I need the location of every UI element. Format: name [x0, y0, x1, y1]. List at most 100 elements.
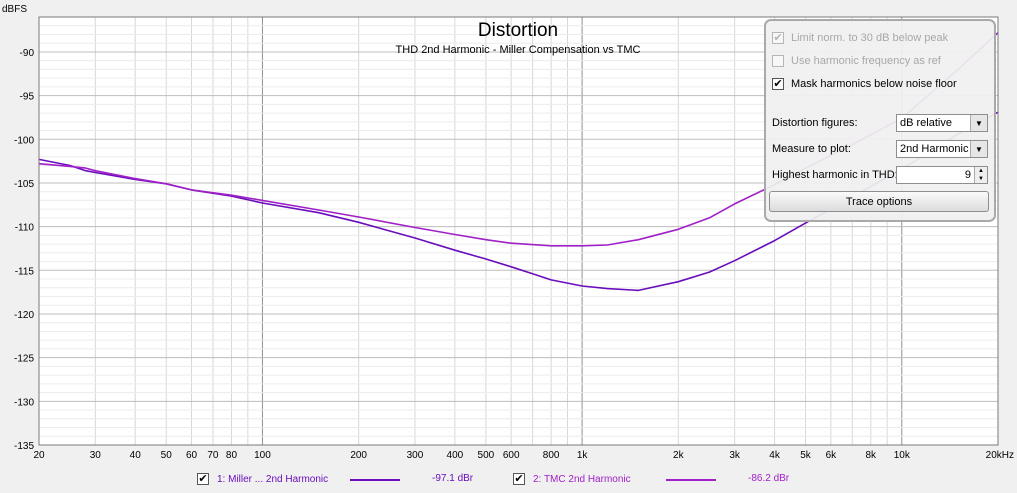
series-2-point [454, 233, 456, 236]
spinner-buttons[interactable]: ▲ ▼ [974, 167, 987, 183]
x-grid [38, 17, 999, 445]
x-tick-label: 8k [866, 450, 878, 461]
x-tick-label: 800 [543, 450, 560, 461]
legend-item-series-2[interactable]: ✔ 2: TMC 2nd Harmonic [513, 471, 631, 487]
limit-norm-checkbox[interactable]: ✔ [772, 31, 784, 44]
measure-to-plot-value: 2nd Harmonic [900, 143, 969, 155]
series-1-point [606, 288, 609, 290]
highest-harmonic-spinner[interactable]: 9 ▲ ▼ [896, 166, 988, 184]
y-tick-label: -110 [15, 223, 35, 234]
chart-subtitle: THD 2nd Harmonic - Miller Compensation v… [396, 44, 641, 56]
spin-down-icon[interactable]: ▼ [978, 176, 984, 182]
x-tick-labels: 20 30 40 50 60 70 80 100 200 300 400 500 600 800 1k 2k 3… [33, 450, 1014, 461]
x-tick-label: 600 [503, 450, 520, 461]
limit-norm-option[interactable]: ✔ Limit norm. to 30 dB below peak [772, 30, 948, 46]
legend-series-2-swatch [666, 479, 716, 481]
series-1-point [414, 237, 416, 239]
measure-to-plot-label: Measure to plot: [772, 143, 851, 155]
x-tick-label: 300 [407, 450, 424, 461]
legend-series-1-swatch [350, 479, 400, 481]
use-harmonic-freq-option[interactable]: Use harmonic frequency as ref [772, 53, 941, 69]
x-tick-label: 70 [207, 450, 219, 461]
y-axis-label: dBFS [2, 4, 27, 15]
x-tick-label: 50 [161, 450, 173, 461]
mask-harmonics-checkbox[interactable]: ✔ [772, 77, 784, 90]
series-1-point [358, 221, 360, 223]
series-1-visibility-checkbox[interactable]: ✔ [197, 472, 209, 485]
series-1-point [774, 240, 776, 242]
x-tick-label: 40 [130, 450, 142, 461]
x-tick-label: 60 [186, 450, 198, 461]
series-1-point [510, 266, 512, 268]
series-2-point [94, 170, 96, 172]
legend-series-1-name: 1: Miller ... 2nd Harmonic [217, 473, 329, 485]
series-1-point [94, 171, 96, 174]
measure-to-plot-select[interactable]: 2nd Harmonic ▼ [896, 140, 988, 158]
legend-series-1-value: -97.1 dBr [432, 473, 474, 484]
spin-up-icon[interactable]: ▲ [978, 168, 984, 174]
x-tick-label: 5k [800, 450, 812, 461]
y-tick-label: -130 [14, 397, 34, 408]
highest-harmonic-label: Highest harmonic in THD: [772, 169, 898, 181]
series-1-point [708, 271, 710, 273]
highest-harmonic-value: 9 [964, 169, 971, 181]
distortion-figures-row: Distortion figures: [772, 113, 992, 133]
series-1-point [532, 273, 534, 275]
x-tick-label: 100 [254, 450, 271, 461]
series-2-point [69, 165, 71, 167]
use-harmonic-freq-label: Use harmonic frequency as ref [791, 55, 941, 67]
series-2-point [510, 242, 512, 244]
series-2-point [581, 245, 583, 247]
y-tick-label: -95 [20, 92, 35, 103]
series-1-point [581, 285, 583, 287]
y-tick-label: -135 [14, 441, 34, 452]
series-1-point [637, 289, 640, 291]
series-2-point [165, 183, 167, 185]
series-1-point [85, 170, 87, 172]
y-tick-label: -115 [15, 266, 35, 277]
series-1-point [804, 222, 807, 224]
series-2-point [637, 239, 640, 241]
chart-title: Distortion [478, 20, 558, 41]
series-2-point [414, 226, 416, 229]
series-2-point [230, 194, 233, 196]
series-2-point [485, 239, 487, 241]
x-tick-label: 80 [226, 450, 238, 461]
series-2-point [134, 178, 136, 180]
series-2-point [318, 209, 320, 211]
series-2-visibility-checkbox[interactable]: ✔ [513, 472, 525, 485]
y-tick-labels: -90 -95 -100 -105 -110 -115 -120 -125 -130 -135 [14, 48, 34, 452]
mask-harmonics-option[interactable]: ✔ Mask harmonics below noise floor [772, 76, 957, 92]
distortion-options-panel: ✔ Limit norm. to 30 dB below peak Use ha… [764, 19, 996, 222]
y-tick-label: -90 [20, 48, 35, 59]
x-tick-label: 500 [478, 450, 495, 461]
use-harmonic-freq-checkbox[interactable] [772, 55, 784, 67]
x-tick-label: 200 [350, 450, 367, 461]
y-tick-label: -120 [14, 310, 34, 321]
series-2-point [550, 245, 552, 247]
x-tick-label: 2k [673, 450, 685, 461]
measure-to-plot-row: Measure to plot: [772, 139, 992, 159]
y-tick-label: -100 [14, 135, 34, 146]
y-tick-label: -105 [14, 179, 34, 190]
legend-item-series-1[interactable]: ✔ 1: Miller ... 2nd Harmonic [197, 471, 328, 487]
x-tick-label: 6k [826, 450, 838, 461]
mask-harmonics-label: Mask harmonics below noise floor [791, 78, 957, 90]
series-2-point [708, 217, 710, 219]
series-2-point [734, 203, 736, 205]
distortion-figures-label: Distortion figures: [772, 117, 858, 129]
chevron-down-icon[interactable]: ▼ [970, 141, 987, 157]
x-tick-label: 1k [577, 450, 589, 461]
legend-series-2-name: 2: TMC 2nd Harmonic [533, 473, 631, 485]
distortion-figures-select[interactable]: dB relative ▼ [896, 114, 988, 132]
y-tick-label: -125 [14, 354, 34, 365]
trace-options-button[interactable]: Trace options [769, 191, 989, 212]
x-tick-label: 3k [729, 450, 741, 461]
x-tick-label: 20 [33, 450, 45, 461]
x-tick-label: 10k [894, 450, 911, 461]
series-1-point [454, 249, 456, 251]
chevron-down-icon[interactable]: ▼ [970, 115, 987, 131]
x-tick-label: 400 [447, 450, 464, 461]
x-tick-label: 30 [90, 450, 102, 461]
x-tick-label: 20kHz [986, 450, 1014, 461]
